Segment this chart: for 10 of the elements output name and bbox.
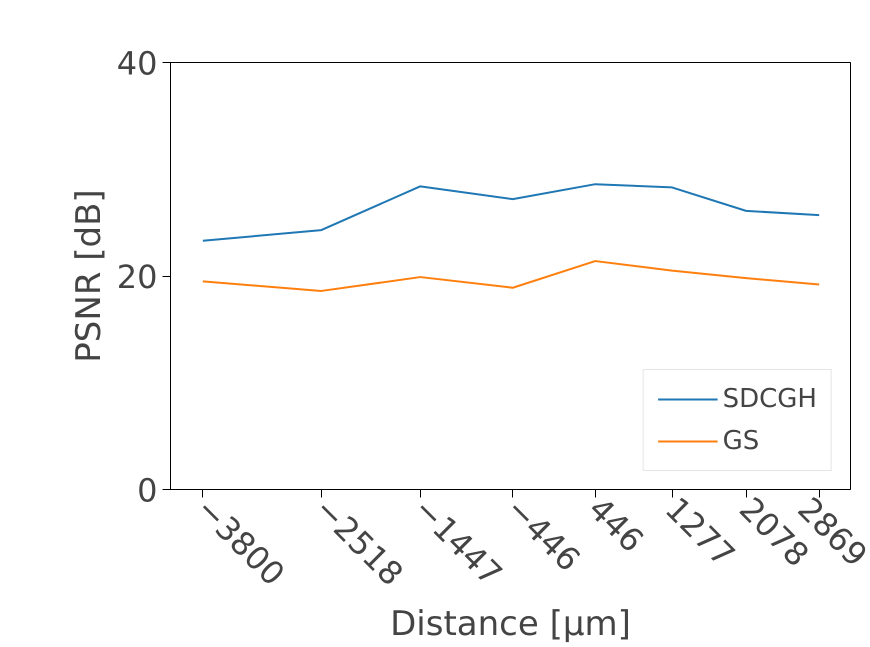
x-tick-label: 446 (581, 490, 652, 560)
line-series (202, 260, 820, 292)
legend-label: SDCGH (722, 384, 817, 414)
line-series (202, 183, 820, 242)
legend-label: GS (722, 426, 760, 456)
y-tick-label: 0 (137, 472, 158, 510)
x-axis-title: Distance [µm] (390, 604, 631, 644)
y-tick-label: 40 (116, 44, 158, 82)
y-tick-label: 20 (116, 258, 158, 296)
y-axis-title: PSNR [dB] (68, 189, 109, 363)
